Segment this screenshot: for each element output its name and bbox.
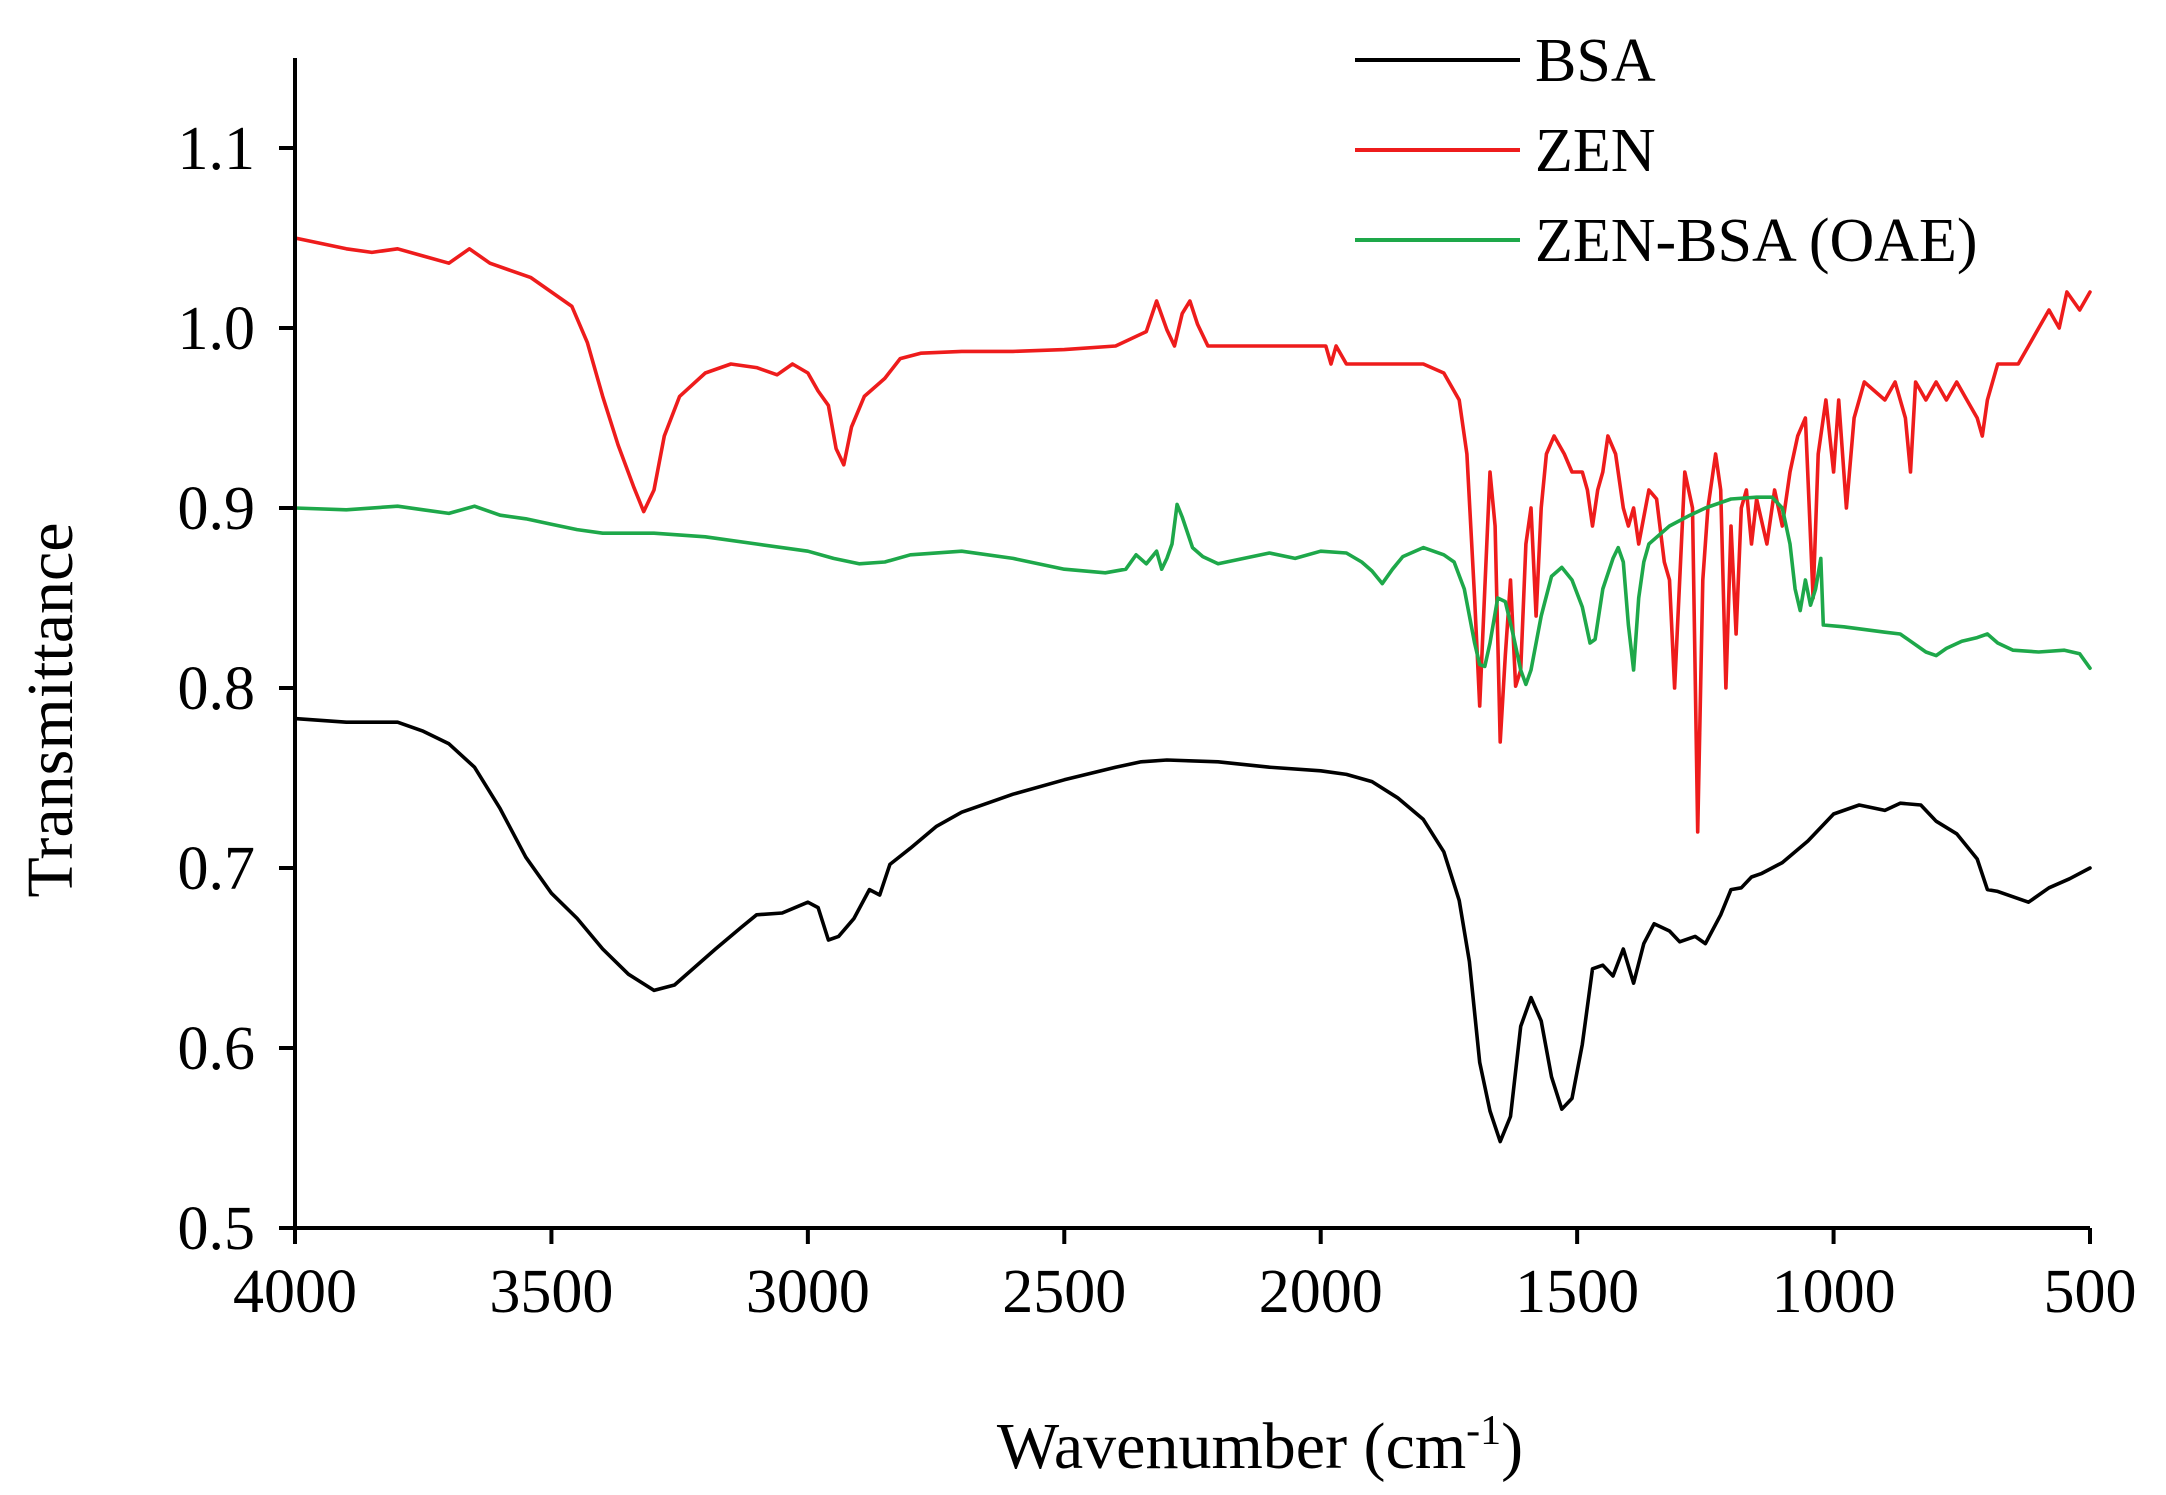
x-tick-label-2500: 2500 — [1002, 1258, 1126, 1326]
x-axis-title-main: Wavenumber (cm — [997, 1410, 1466, 1483]
legend-label-zen-bsa-oae: ZEN-BSA (OAE) — [1535, 207, 1978, 275]
y-tick-label-0.5: 0.5 — [178, 1195, 256, 1263]
plot-area — [293, 236, 2092, 1144]
y-tick-label-1.0: 1.0 — [178, 295, 256, 363]
x-tick-label-4000: 4000 — [233, 1258, 357, 1326]
x-tick-label-500: 500 — [2044, 1258, 2137, 1326]
legend: BSA ZEN ZEN-BSA (OAE) — [1355, 27, 1978, 275]
series-line-zen — [293, 236, 2092, 834]
x-axis-title-superscript: -1 — [1466, 1408, 1501, 1454]
y-tick-label-0.9: 0.9 — [178, 475, 256, 543]
series-line-bsa — [293, 716, 2092, 1144]
y-tick-label-0.6: 0.6 — [178, 1015, 256, 1083]
y-tick-label-0.7: 0.7 — [178, 835, 256, 903]
y-axis-title: Transmittance — [14, 522, 87, 897]
legend-label-zen: ZEN — [1535, 117, 1656, 185]
series-line-zen-bsa-oae — [293, 495, 2092, 687]
x-axis-title: Wavenumber (cm-1) — [997, 1408, 1523, 1483]
y-axis-ticks: 0.5 0.6 0.7 0.8 0.9 1.0 1.1 — [178, 115, 295, 1263]
x-tick-label-3500: 3500 — [489, 1258, 613, 1326]
axes: 4000 3500 3000 2500 2000 1500 1000 500 0.50.60.… — [178, 58, 2137, 1326]
x-axis-title-end: ) — [1501, 1410, 1523, 1483]
x-tick-label-1000: 1000 — [1772, 1258, 1896, 1326]
y-tick-label-1.1: 1.1 — [178, 115, 256, 183]
y-tick-label-0.8: 0.8 — [178, 655, 256, 723]
x-tick-label-1500: 1500 — [1515, 1258, 1639, 1326]
x-axis-ticks: 4000 3500 3000 2500 2000 1500 1000 500 — [233, 1228, 2137, 1326]
x-tick-label-3000: 3000 — [746, 1258, 870, 1326]
x-tick-label-2000: 2000 — [1259, 1258, 1383, 1326]
legend-label-bsa: BSA — [1535, 27, 1656, 95]
